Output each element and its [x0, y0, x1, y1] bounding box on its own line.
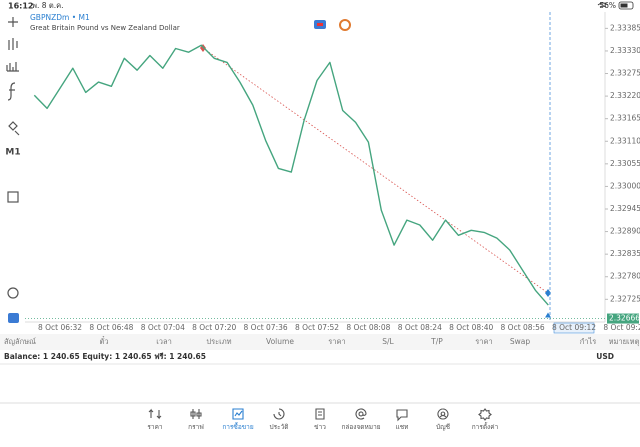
battery-icon — [618, 1, 634, 10]
x-tick-label: 8 Oct 07:36 — [244, 323, 288, 332]
indicators-tool[interactable] — [6, 62, 19, 72]
x-tick-label: 8 Oct 06:48 — [89, 323, 133, 332]
y-tick-label: 2.33055 — [610, 159, 640, 168]
cursor-time-box — [553, 322, 595, 334]
chart-symbol: GBPNZDm • M1 — [30, 13, 90, 22]
current-price-label: 2.32666 — [609, 314, 640, 323]
y-tick-label: 2.33220 — [610, 91, 640, 100]
nav-icon[interactable] — [396, 409, 408, 422]
current-price-marker — [545, 312, 551, 318]
equity-label: Equity: — [82, 352, 112, 361]
x-tick-label: 8 Oct 07:52 — [295, 323, 339, 332]
status-date: พ. 8 ต.ค. — [32, 1, 64, 10]
nav-icon[interactable] — [190, 409, 202, 419]
y-tick-label: 2.33330 — [610, 46, 640, 55]
balance-label: Balance: — [4, 352, 40, 361]
price-line — [33, 44, 549, 306]
free-margin: 1 240.65 — [169, 352, 206, 361]
chart-button-glyph — [317, 23, 323, 26]
status-battery: 56% — [599, 1, 616, 10]
x-tick-label: 8 Oct 09:28 — [603, 323, 640, 332]
column-header: S/L — [382, 337, 394, 346]
equity: 1 240.65 — [115, 352, 152, 361]
x-tick-label: 8 Oct 08:24 — [398, 323, 442, 332]
nav-label[interactable]: แชท — [396, 423, 409, 431]
nav-icon[interactable] — [273, 408, 285, 420]
nav-icon[interactable] — [232, 408, 244, 420]
x-tick-label: 8 Oct 08:08 — [346, 323, 390, 332]
column-header: ประเภท — [206, 337, 231, 346]
x-tick-label: 8 Oct 07:04 — [141, 323, 185, 332]
trendline — [202, 47, 549, 294]
y-tick-label: 2.33385 — [610, 23, 640, 32]
toolbar-button[interactable] — [7, 191, 19, 203]
column-header: ราคา — [475, 337, 492, 346]
column-header: ตั๋ว — [99, 336, 108, 346]
chart: 2.33385 2.33330 2.33275 2.33220 2.33165 2.331… — [25, 12, 640, 334]
y-tick-label: 2.33000 — [610, 181, 640, 190]
zoom-tool[interactable] — [7, 287, 19, 299]
nav-label[interactable]: การตั้งค่า — [472, 422, 499, 431]
crosshair-tool[interactable] — [8, 17, 18, 27]
y-tick-label: 2.32725 — [610, 294, 640, 303]
objects-tool[interactable] — [8, 121, 20, 136]
nav-icon[interactable] — [478, 408, 492, 421]
y-tick-label: 2.33165 — [610, 114, 640, 123]
column-header: หมายเหตุ — [609, 337, 640, 346]
nav-label[interactable]: ข่าว — [314, 423, 326, 431]
nav-label[interactable]: การซื้อขาย — [222, 422, 253, 431]
column-header: T/P — [430, 337, 443, 346]
y-tick-label: 2.33275 — [610, 69, 640, 78]
balance-line: Balance: 1 240.65 Equity: 1 240.65 ฟรี: … — [4, 352, 206, 361]
y-tick-label: 2.32945 — [610, 204, 640, 213]
column-header: กำไร — [580, 337, 597, 346]
left-toolbar: M1 — [5, 17, 21, 323]
timeframe[interactable]: M1 — [5, 148, 20, 158]
toolbar-button[interactable] — [8, 313, 19, 323]
balance: 1 240.65 — [43, 352, 80, 361]
nav-icon[interactable] — [355, 408, 367, 420]
status-time: 16:12 — [8, 2, 33, 11]
nav-icon[interactable] — [315, 408, 325, 420]
chart-subtitle: Great Britain Pound vs New Zealand Dolla… — [30, 24, 180, 32]
column-header: Swap — [510, 337, 530, 346]
x-tick-label: 8 Oct 08:56 — [501, 323, 545, 332]
chart-button[interactable] — [339, 19, 351, 31]
free-label: ฟรี: — [154, 352, 166, 361]
current-price-box — [607, 313, 639, 324]
column-header: ราคา — [328, 337, 345, 346]
table-header-bg — [0, 334, 640, 350]
y-tick-label: 2.32890 — [610, 227, 640, 236]
y-tick-label: 2.33110 — [610, 136, 640, 145]
nav-icon[interactable] — [148, 408, 162, 420]
trend-anchor — [545, 289, 551, 297]
y-tick-label: 2.32835 — [610, 249, 640, 258]
x-tick-label: 8 Oct 09:12 — [552, 323, 596, 332]
column-header: เวลา — [156, 337, 172, 346]
currency: USD — [596, 352, 614, 361]
nav-label[interactable]: ราคา — [147, 423, 162, 431]
nav-label[interactable]: กราฟ — [188, 423, 204, 431]
x-tick-label: 8 Oct 06:32 — [38, 323, 82, 332]
nav-label[interactable]: บัญชี — [436, 423, 451, 431]
wifi-icon — [597, 2, 609, 8]
column-header: สัญลักษณ์ — [4, 337, 36, 346]
chart-type-tool[interactable] — [8, 38, 18, 50]
column-header: Volume — [266, 337, 294, 346]
nav-label[interactable]: กล่องจดหมาย — [341, 423, 380, 431]
battery-level — [620, 3, 628, 8]
y-tick-label: 2.32780 — [610, 272, 640, 281]
x-tick-label: 8 Oct 07:20 — [192, 323, 236, 332]
nav-icon[interactable] — [437, 408, 449, 420]
function-tool[interactable] — [7, 82, 16, 101]
nav-label[interactable]: ประวัติ — [270, 423, 289, 431]
positions-header: สัญลักษณ์ ตั๋ว เวลา ประเภท Volume ราคา S/L T/P ร… — [4, 336, 640, 346]
x-tick-label: 8 Oct 08:40 — [449, 323, 493, 332]
bottom-nav: ราคา กราฟ การซื้อขาย ประวัติ ข่าว กล่องจดหมาย… — [147, 408, 499, 431]
